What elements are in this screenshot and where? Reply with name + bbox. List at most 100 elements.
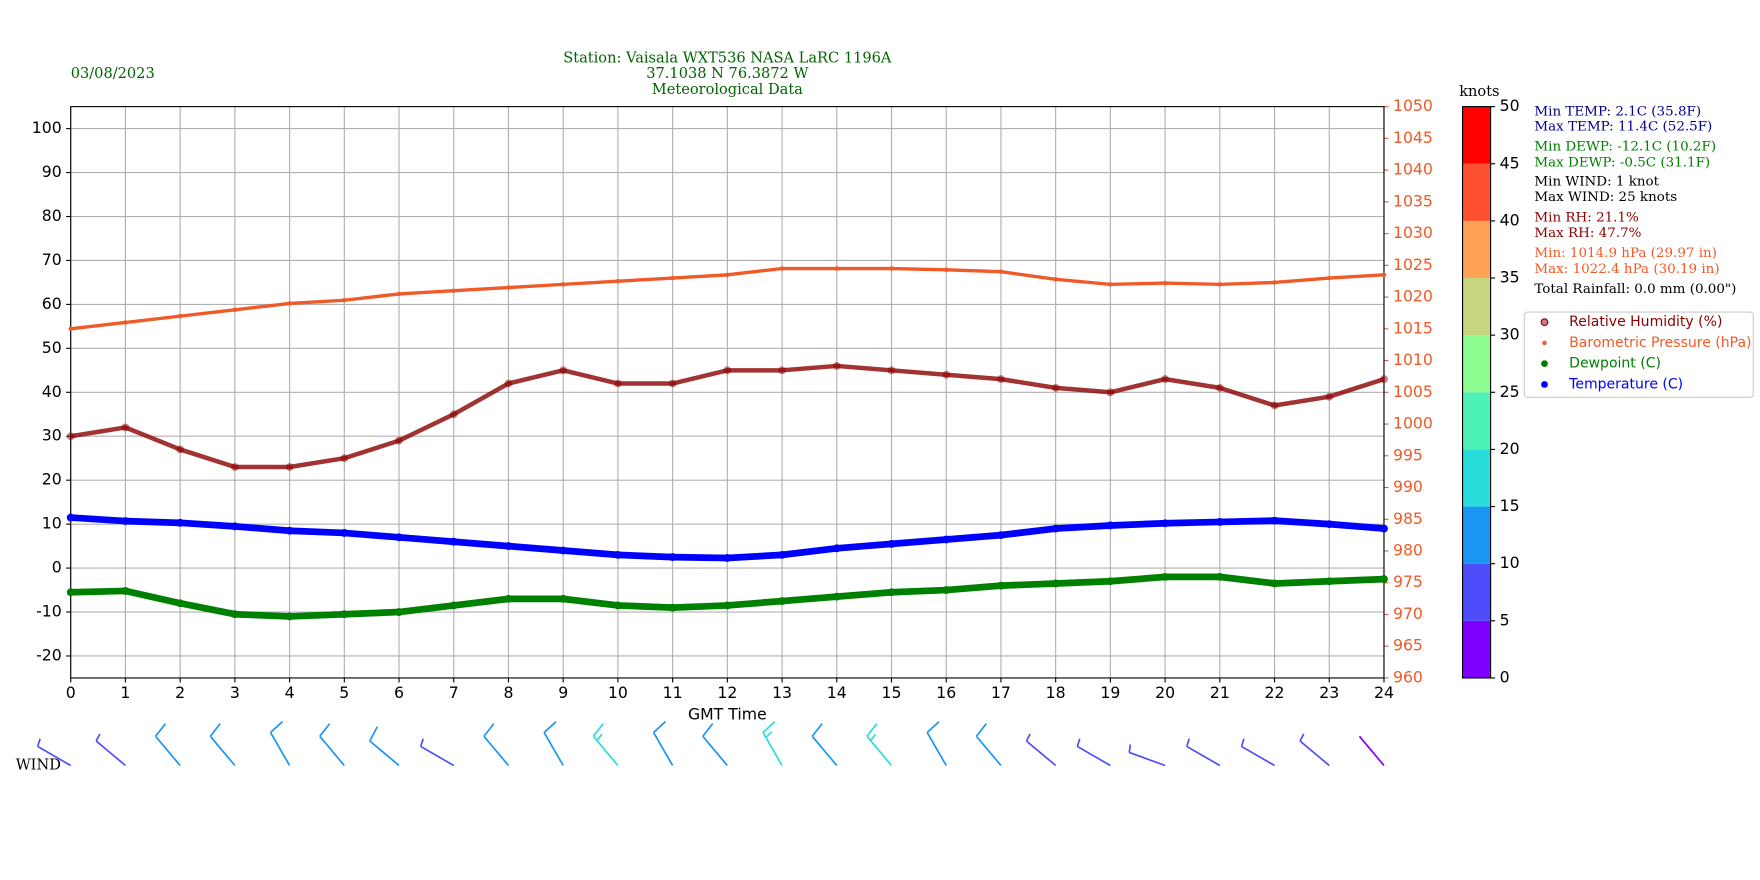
y-tick-label: 80 bbox=[42, 206, 62, 225]
x-tick-label: 14 bbox=[827, 683, 847, 702]
series-point bbox=[230, 522, 239, 531]
series-point bbox=[613, 379, 622, 388]
x-tick-label: 0 bbox=[66, 683, 76, 702]
colorbar-tick-label: 45 bbox=[1500, 153, 1520, 172]
series-point bbox=[121, 587, 130, 595]
series-point bbox=[1381, 272, 1387, 278]
series-point bbox=[887, 539, 896, 548]
series-point bbox=[1380, 524, 1388, 533]
series-point bbox=[449, 601, 458, 610]
x-tick-label: 13 bbox=[772, 683, 792, 702]
series-point bbox=[1106, 388, 1115, 397]
series-point bbox=[232, 307, 238, 313]
series-point bbox=[559, 546, 568, 555]
colorbar-tick-label: 40 bbox=[1500, 210, 1520, 229]
series-point bbox=[725, 272, 730, 278]
wind-barb bbox=[369, 726, 400, 767]
title-line: Station: Vaisala WXT536 NASA LaRC 1196A bbox=[563, 49, 892, 66]
series-point bbox=[1106, 577, 1115, 586]
series-point bbox=[1053, 277, 1058, 282]
x-tick-label: 2 bbox=[175, 683, 185, 702]
legend-label: Relative Humidity (%) bbox=[1569, 314, 1722, 330]
stat-text: Max WIND: 25 knots bbox=[1534, 190, 1677, 205]
series-point bbox=[1217, 282, 1223, 287]
series-point bbox=[1108, 282, 1113, 287]
y-tick-label: 70 bbox=[42, 250, 62, 269]
stat-text: Min DEWP: -12.1C (10.2F) bbox=[1534, 140, 1716, 155]
x-tick-label: 6 bbox=[394, 683, 404, 702]
colorbar-tick-label: 30 bbox=[1500, 325, 1520, 344]
stat-text: Max: 1022.4 hPa (30.19 in) bbox=[1534, 262, 1719, 277]
series-point bbox=[285, 612, 294, 621]
y2-tick-label: 980 bbox=[1393, 540, 1423, 559]
legend-marker bbox=[1541, 381, 1548, 388]
legend-label: Temperature (C) bbox=[1568, 376, 1683, 392]
series-point bbox=[395, 608, 403, 616]
y2-tick-label: 960 bbox=[1393, 667, 1423, 686]
x-tick-label: 4 bbox=[285, 683, 295, 702]
series-point bbox=[340, 529, 349, 537]
series-point bbox=[997, 531, 1005, 540]
series-point bbox=[66, 513, 75, 522]
colorbar-tick-label: 10 bbox=[1500, 553, 1520, 572]
x-tick-label: 1 bbox=[120, 683, 130, 702]
series-point bbox=[1051, 524, 1060, 533]
y2-tick-label: 990 bbox=[1393, 477, 1423, 496]
series-point bbox=[615, 278, 621, 284]
title-line: 37.1038 N 76.3872 W bbox=[646, 65, 808, 82]
y2-tick-label: 985 bbox=[1393, 509, 1423, 528]
wind-barb bbox=[1076, 738, 1111, 767]
x-tick-label: 8 bbox=[503, 683, 513, 702]
series-point bbox=[778, 597, 786, 605]
wind-barb bbox=[652, 721, 674, 766]
stat-text: Min: 1014.9 hPa (29.97 in) bbox=[1534, 246, 1717, 261]
x-tick-label: 24 bbox=[1374, 683, 1394, 702]
legend-marker bbox=[1541, 360, 1548, 368]
stat-text: Min TEMP: 2.1C (35.8F) bbox=[1534, 105, 1701, 120]
series-point bbox=[230, 610, 239, 619]
series-point bbox=[887, 588, 896, 597]
x-tick-label: 15 bbox=[882, 683, 902, 702]
wind-barb bbox=[209, 723, 236, 767]
y2-tick-label: 1030 bbox=[1393, 223, 1433, 242]
series-point bbox=[1162, 280, 1168, 286]
x-tick-label: 10 bbox=[608, 683, 628, 702]
y-tick-label: 90 bbox=[42, 162, 62, 181]
colorbar-tick-label: 20 bbox=[1500, 439, 1520, 458]
x-tick-label: 18 bbox=[1046, 683, 1066, 702]
series-point bbox=[997, 375, 1005, 384]
series-point bbox=[342, 298, 347, 303]
legend-box bbox=[1523, 311, 1754, 398]
series-point bbox=[396, 291, 402, 297]
colorbar-label: knots bbox=[1459, 83, 1499, 100]
wind-barb bbox=[543, 721, 564, 766]
wind-barb bbox=[1185, 738, 1221, 767]
series-point bbox=[1161, 375, 1170, 384]
series-point bbox=[613, 550, 622, 559]
x-tick-label: 21 bbox=[1210, 683, 1230, 702]
stat-text: Min RH: 21.1% bbox=[1534, 210, 1639, 225]
series-point bbox=[832, 544, 841, 553]
y-tick-label: 10 bbox=[42, 514, 62, 533]
series-point bbox=[451, 288, 456, 293]
series-point bbox=[1215, 383, 1224, 392]
series-point bbox=[559, 594, 568, 603]
y2-tick-label: 1010 bbox=[1393, 350, 1433, 369]
wind-barb bbox=[269, 721, 291, 766]
series-point bbox=[1215, 518, 1224, 526]
colorbar-tick-label: 0 bbox=[1500, 667, 1510, 686]
y2-tick-label: 965 bbox=[1393, 636, 1423, 655]
y-tick-label: 50 bbox=[42, 338, 62, 357]
x-tick-label: 22 bbox=[1265, 683, 1285, 702]
legend-label: Dewpoint (C) bbox=[1569, 356, 1661, 372]
series-point bbox=[668, 553, 677, 562]
y2-tick-label: 975 bbox=[1393, 572, 1423, 591]
x-tick-label: 11 bbox=[663, 683, 683, 702]
y2-tick-label: 1045 bbox=[1393, 128, 1433, 147]
series-point bbox=[613, 601, 622, 610]
series-point bbox=[1161, 572, 1170, 581]
y2-tick-label: 1025 bbox=[1393, 255, 1433, 274]
x-axis-label: GMT Time bbox=[688, 705, 767, 724]
series-point bbox=[778, 366, 786, 375]
series-point bbox=[723, 554, 732, 562]
